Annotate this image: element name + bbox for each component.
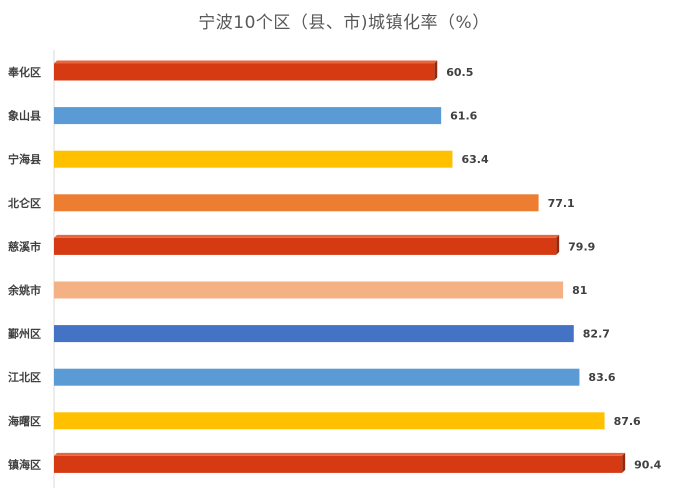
bar (54, 281, 564, 299)
data-label: 60.5 (446, 66, 473, 79)
chart-title: 宁波10个区（县、市)城镇化率（%） (198, 13, 490, 33)
bar (54, 455, 623, 473)
data-label: 79.9 (568, 240, 595, 253)
category-label: 北仑区 (8, 196, 41, 210)
bar (54, 194, 539, 212)
category-label: 余姚市 (7, 283, 41, 297)
bar-top-face (54, 452, 626, 456)
bar (54, 368, 580, 386)
bar-top-face (54, 234, 560, 238)
bar (54, 412, 605, 430)
category-label: 鄞州区 (8, 327, 41, 341)
data-label: 83.6 (588, 371, 615, 384)
category-label: 江北区 (8, 370, 41, 384)
data-label: 61.6 (450, 110, 477, 123)
data-label: 82.7 (583, 328, 610, 341)
data-label: 87.6 (614, 415, 641, 428)
category-label: 镇海区 (8, 457, 41, 471)
bar-side-face (556, 234, 560, 255)
bar (54, 107, 442, 125)
category-label: 宁海县 (8, 152, 41, 166)
data-label: 63.4 (461, 153, 488, 166)
category-label: 奉化区 (7, 65, 41, 79)
bar-top-face (54, 60, 438, 64)
bar (54, 63, 435, 81)
data-label: 90.4 (634, 458, 661, 471)
bar-side-face (622, 452, 626, 473)
bar-side-face (434, 60, 438, 81)
bars-group: 奉化区 60.5 象山县 61.6 宁海县 63.4 北仑区 77.1 慈溪市 79.9 余姚市 81… (7, 60, 662, 473)
data-label: 77.1 (548, 197, 575, 210)
category-label: 海曙区 (8, 414, 41, 428)
bar (54, 237, 557, 255)
category-label: 象山县 (8, 109, 41, 123)
bar (54, 325, 574, 343)
category-label: 慈溪市 (8, 239, 41, 253)
bar (54, 150, 453, 168)
data-label: 81 (572, 284, 587, 297)
